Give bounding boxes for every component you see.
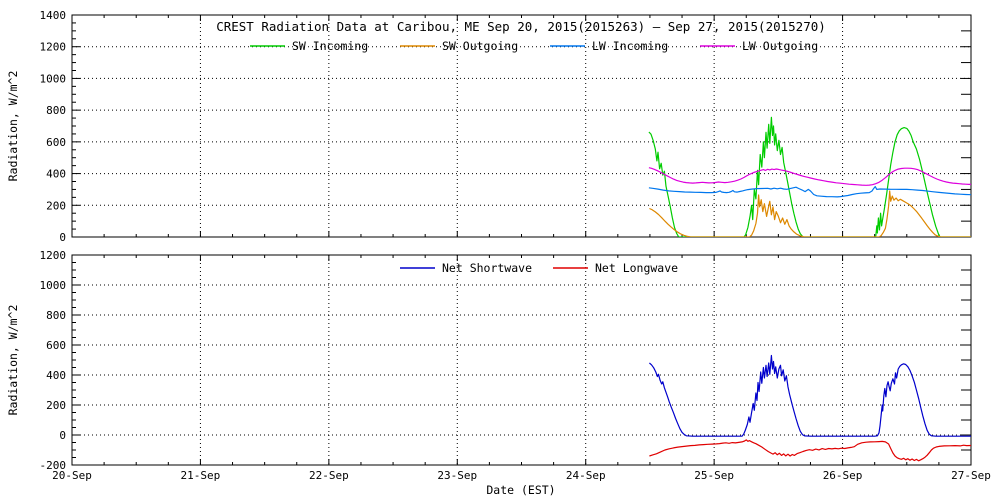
y-tick-label: 400 bbox=[46, 168, 66, 181]
y-axis-label-top-panel: Radiation, W/m^2 bbox=[6, 71, 20, 182]
x-tick-label: 22-Sep bbox=[309, 469, 349, 482]
x-tick-label: 24-Sep bbox=[566, 469, 606, 482]
chart-render-layer: 0 200 400 600 800 1000 1200 1400 SW Incoming SW O… bbox=[40, 9, 991, 482]
y-tick-label: 1200 bbox=[40, 249, 67, 262]
series-lw-outgoing bbox=[648, 167, 971, 186]
legend-label: Net Longwave bbox=[595, 261, 678, 275]
y-tick-label: 600 bbox=[46, 136, 66, 149]
chart-title: CREST Radiation Data at Caribou, ME Sep … bbox=[216, 19, 826, 34]
legend-label: SW Incoming bbox=[292, 39, 368, 53]
x-tick-label: 25-Sep bbox=[694, 469, 734, 482]
y-tick-label: 200 bbox=[46, 399, 66, 412]
y-tick-label: 0 bbox=[59, 429, 66, 442]
y-tick-label: 200 bbox=[46, 199, 66, 212]
y-tick-label: 800 bbox=[46, 104, 66, 117]
series-net-longwave bbox=[649, 439, 971, 462]
legend-label: SW Outgoing bbox=[442, 39, 518, 53]
x-tick-label: 23-Sep bbox=[437, 469, 477, 482]
y-tick-label: 1200 bbox=[40, 41, 67, 54]
y-tick-label: 1400 bbox=[40, 9, 67, 22]
y-tick-label: -200 bbox=[40, 459, 67, 472]
series-sw-outgoing bbox=[649, 190, 971, 237]
panel-frame bbox=[71, 14, 972, 238]
x-tick-label: 20-Sep bbox=[52, 469, 92, 482]
x-tick-label: 21-Sep bbox=[181, 469, 221, 482]
y-axis-label-bottom-panel: Radiation, W/m^2 bbox=[6, 305, 20, 416]
x-axis-label: Date (EST) bbox=[486, 483, 555, 497]
y-tick-label: 800 bbox=[46, 309, 66, 322]
y-tick-label: 1000 bbox=[40, 279, 67, 292]
y-tick-label: 0 bbox=[59, 231, 66, 244]
series-lw-incoming bbox=[648, 186, 971, 198]
panel-frame bbox=[71, 254, 972, 466]
series-net-shortwave bbox=[649, 354, 971, 437]
legend-label: LW Incoming bbox=[592, 39, 668, 53]
legend-label: LW Outgoing bbox=[742, 39, 818, 53]
y-tick-label: 1000 bbox=[40, 72, 67, 85]
legend-label: Net Shortwave bbox=[442, 261, 532, 275]
y-tick-label: 400 bbox=[46, 369, 66, 382]
x-tick-label: 26-Sep bbox=[823, 469, 863, 482]
x-tick-label: 27-Sep bbox=[951, 469, 991, 482]
y-tick-label: 600 bbox=[46, 339, 66, 352]
